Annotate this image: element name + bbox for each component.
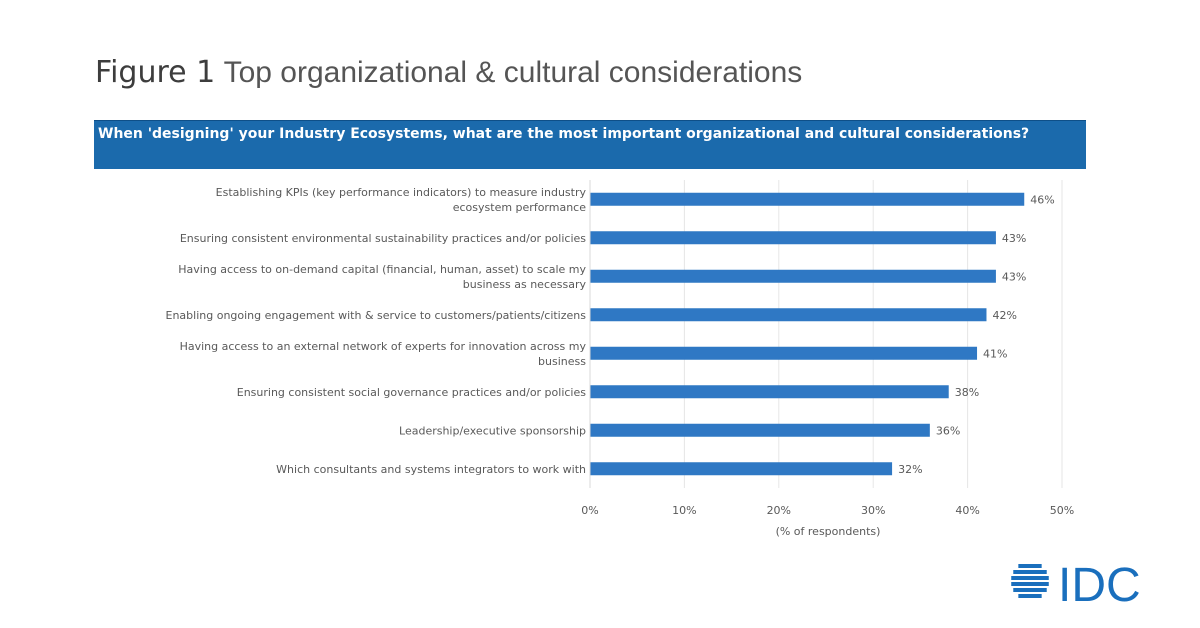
question-text: When 'designing' your Industry Ecosystem… — [98, 126, 1030, 142]
category-label-line: Having access to an external network of … — [180, 340, 587, 353]
question-banner: When 'designing' your Industry Ecosystem… — [94, 120, 1086, 169]
data-label: 46% — [1030, 193, 1054, 206]
idc-logo: IDC — [1011, 559, 1141, 608]
bar — [590, 346, 978, 360]
category-label-line: Having access to on-demand capital (fina… — [178, 263, 586, 276]
data-label: 38% — [955, 386, 979, 399]
category-label-line: ecosystem performance — [453, 201, 586, 214]
globe-stripe — [1011, 582, 1049, 586]
bar — [590, 462, 893, 476]
category-label: Having access to on-demand capital (fina… — [178, 263, 586, 291]
x-tick-label: 30% — [861, 504, 885, 517]
data-label: 32% — [898, 463, 922, 476]
category-label-line: business as necessary — [463, 278, 587, 291]
category-label-line: business — [538, 355, 586, 368]
figure-title-text: Top organizational & cultural considerat… — [223, 56, 803, 89]
globe-icon — [1011, 564, 1049, 598]
globe-stripe — [1018, 564, 1042, 568]
figure-number: Figure 1 — [95, 55, 216, 90]
x-tick-label: 50% — [1050, 504, 1074, 517]
category-label: Ensuring consistent social governance pr… — [237, 386, 587, 399]
globe-stripe — [1011, 576, 1049, 580]
data-label: 43% — [1002, 270, 1026, 283]
data-label: 36% — [936, 424, 960, 437]
category-label: Which consultants and systems integrator… — [276, 463, 586, 476]
x-tick-label: 0% — [581, 504, 598, 517]
bar — [590, 423, 930, 437]
figure-title: Figure 1 Top organizational & cultural c… — [95, 55, 802, 90]
category-label-line: Enabling ongoing engagement with & servi… — [166, 309, 587, 322]
globe-stripe — [1013, 570, 1047, 574]
data-label: 42% — [992, 309, 1016, 322]
category-label-line: Which consultants and systems integrator… — [276, 463, 586, 476]
bar — [590, 385, 949, 399]
x-tick-label: 10% — [672, 504, 696, 517]
category-label: Having access to an external network of … — [180, 340, 587, 368]
category-label-line: Leadership/executive sponsorship — [399, 424, 586, 437]
globe-stripe — [1018, 594, 1042, 598]
bar — [590, 192, 1025, 206]
category-label: Leadership/executive sponsorship — [399, 424, 586, 437]
x-tick-label: 20% — [767, 504, 791, 517]
category-label-line: Ensuring consistent environmental sustai… — [180, 232, 586, 245]
data-label: 43% — [1002, 232, 1026, 245]
bar — [590, 269, 996, 283]
globe-stripe — [1013, 588, 1047, 592]
category-label-line: Establishing KPIs (key performance indic… — [216, 186, 587, 199]
idc-logo-text: IDC — [1058, 559, 1141, 608]
bar — [590, 308, 987, 322]
category-label: Ensuring consistent environmental sustai… — [180, 232, 586, 245]
category-label-line: Ensuring consistent social governance pr… — [237, 386, 587, 399]
category-label: Enabling ongoing engagement with & servi… — [166, 309, 587, 322]
category-label: Establishing KPIs (key performance indic… — [216, 186, 587, 214]
x-tick-label: 40% — [955, 504, 979, 517]
data-label: 41% — [983, 347, 1007, 360]
x-axis-title: (% of respondents) — [776, 525, 881, 538]
bar — [590, 231, 996, 245]
